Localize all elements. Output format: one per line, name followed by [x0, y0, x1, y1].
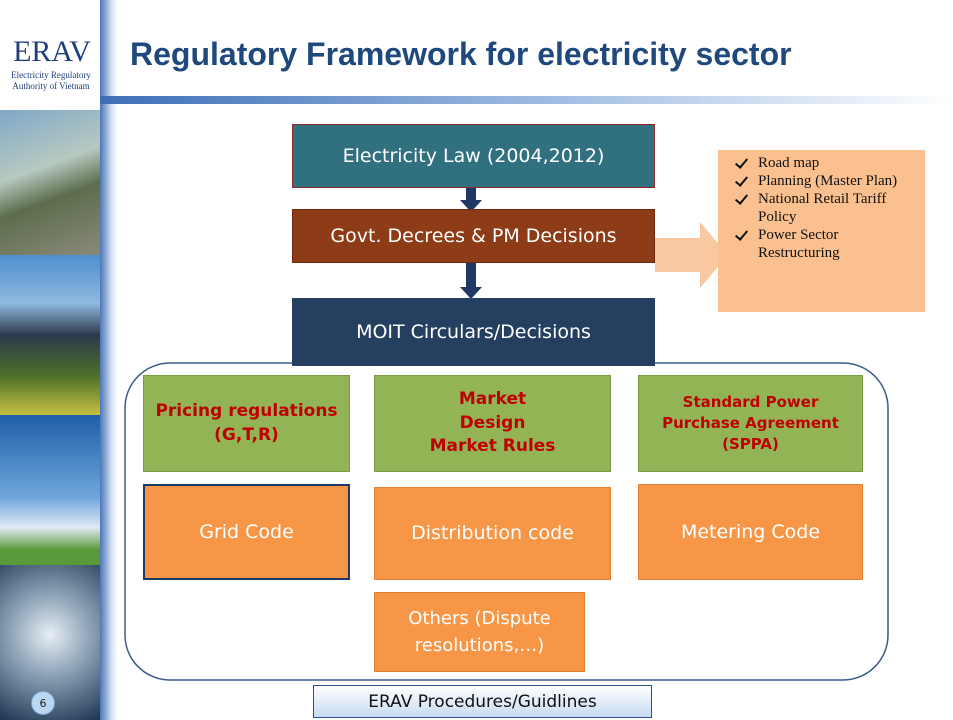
node: Distribution code	[374, 487, 611, 580]
check-icon	[735, 155, 748, 169]
arrow-down	[460, 263, 482, 299]
node: Market Design Market Rules	[374, 375, 611, 472]
node: MOIT Circulars/Decisions	[292, 298, 655, 366]
node: Govt. Decrees & PM Decisions	[292, 209, 655, 263]
node: Grid Code	[143, 484, 350, 580]
node: Pricing regulations (G,T,R)	[143, 375, 350, 472]
note-item: Power Sector Restructuring	[734, 226, 917, 262]
note-item: Planning (Master Plan)	[734, 172, 917, 190]
slide: ERAV Electricity Regulatory Authority of…	[0, 0, 953, 720]
note-item: Road map	[734, 154, 917, 172]
note-item: National Retail Tariff Policy	[734, 190, 917, 226]
node: ERAV Procedures/Guidlines	[313, 685, 652, 718]
notes-box: Road map Planning (Master Plan) National R…	[718, 150, 925, 312]
check-icon	[735, 173, 748, 187]
node: Electricity Law (2004,2012)	[292, 124, 655, 188]
node: Standard Power Purchase Agreement (SPPA)	[638, 375, 863, 472]
note-text: Road map	[758, 155, 819, 171]
note-text: National Retail Tariff Policy	[758, 191, 886, 225]
note-text: Power Sector Restructuring	[758, 227, 840, 261]
check-icon	[735, 191, 748, 205]
node: Metering Code	[638, 484, 863, 580]
notes-list: Road map Planning (Master Plan) National R…	[718, 150, 925, 266]
node: Others (Dispute resolutions,…)	[374, 592, 585, 672]
note-text: Planning (Master Plan)	[758, 173, 897, 189]
check-icon	[735, 227, 748, 241]
